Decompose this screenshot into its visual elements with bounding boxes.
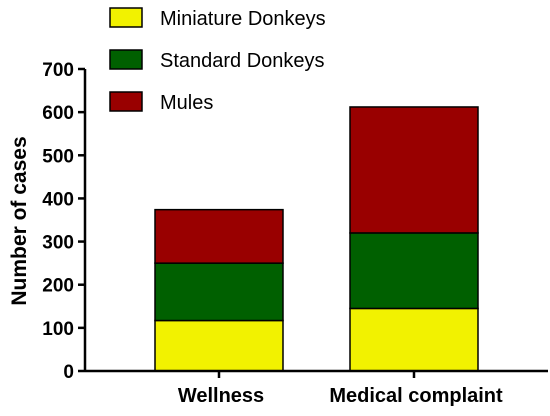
legend-label: Standard Donkeys bbox=[160, 50, 325, 72]
y-tick-label: 500 bbox=[42, 146, 74, 167]
legend-swatch bbox=[109, 49, 143, 70]
y-tick-label: 700 bbox=[42, 60, 74, 81]
bar-1-2 bbox=[154, 262, 284, 322]
y-tick-label: 400 bbox=[42, 189, 74, 210]
bar-2-1 bbox=[349, 307, 479, 372]
bar-1-3 bbox=[154, 208, 284, 264]
y-axis-title: Number of cases bbox=[8, 136, 31, 305]
y-tick-label: 600 bbox=[42, 103, 74, 124]
legend-label: Miniature Donkeys bbox=[160, 8, 326, 30]
x-category-label: Wellness bbox=[178, 385, 264, 407]
axes: 0 100 200 300 400 500 600 700 Wellness Medical co… bbox=[42, 60, 548, 407]
legend-swatch bbox=[109, 7, 143, 28]
y-tick-label: 0 bbox=[63, 362, 74, 383]
bar-2-3 bbox=[349, 106, 479, 234]
bar-2-2 bbox=[349, 232, 479, 310]
legend: Miniature Donkeys Standard Donkeys Mules bbox=[109, 7, 326, 114]
legend-label: Mules bbox=[160, 92, 213, 114]
y-tick-label: 200 bbox=[42, 276, 74, 297]
x-category-label: Medical complaint bbox=[329, 385, 503, 407]
legend-swatch bbox=[109, 91, 143, 112]
y-tick-label: 100 bbox=[42, 319, 74, 340]
bar-1-1 bbox=[154, 319, 284, 372]
bars bbox=[154, 106, 479, 372]
y-tick-label: 300 bbox=[42, 233, 74, 254]
